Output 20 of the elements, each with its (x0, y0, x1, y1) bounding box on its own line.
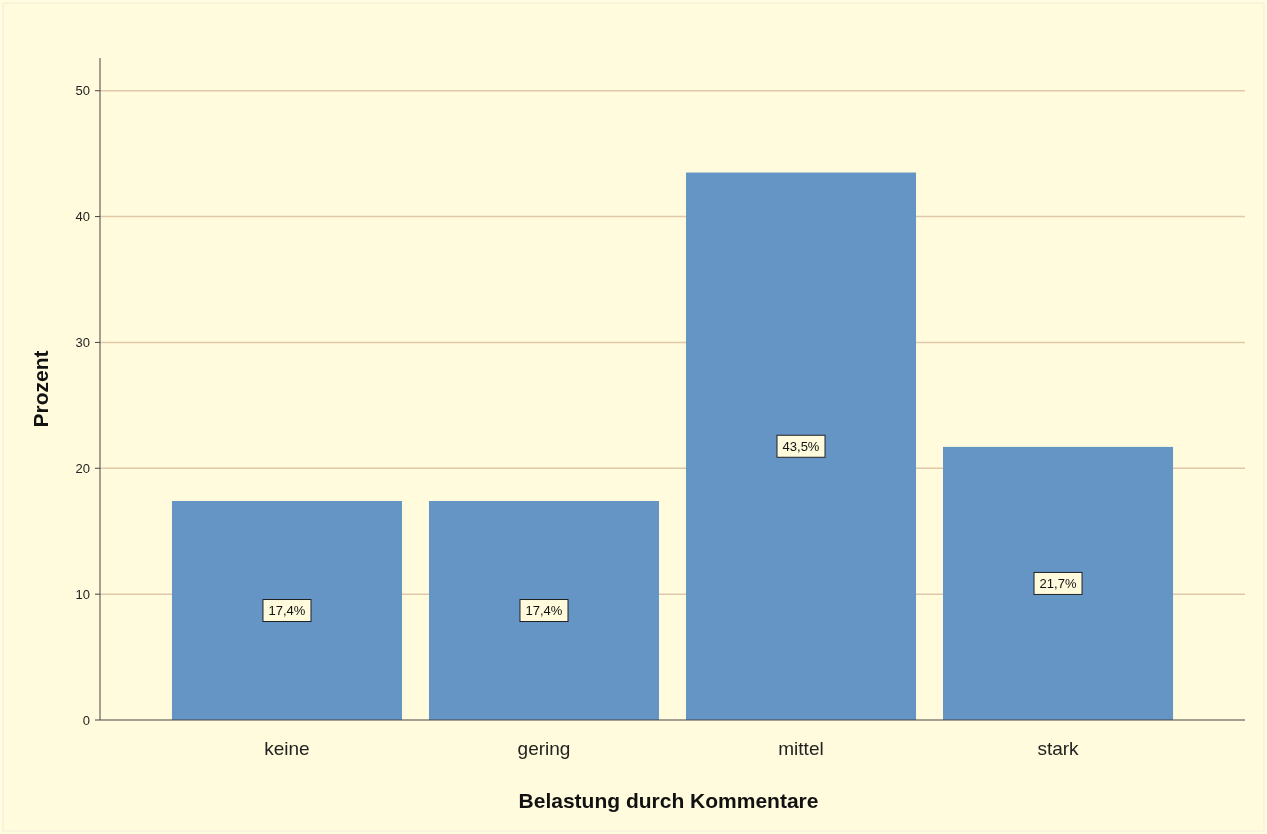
x-tick-label: mittel (778, 738, 824, 759)
bar (685, 172, 917, 720)
x-axis-title: Belastung durch Kommentare (518, 789, 819, 812)
data-label: 17,4% (525, 603, 563, 619)
data-label: 17,4% (268, 603, 306, 619)
data-label: 43,5% (782, 438, 820, 454)
bar (428, 501, 660, 720)
x-tick-label: gering (517, 738, 571, 759)
bar (171, 501, 402, 720)
y-tick-label: 30 (75, 334, 90, 350)
y-axis-title: Prozent (29, 350, 52, 428)
data-label: 21,7% (1039, 576, 1077, 591)
y-tick-label: 20 (75, 460, 90, 476)
x-tick-label: keine (264, 738, 310, 759)
x-tick-label: stark (1037, 738, 1080, 759)
y-tick-label: 0 (82, 712, 90, 728)
y-tick-label: 10 (75, 586, 90, 602)
y-tick-label: 50 (75, 83, 90, 99)
bar (943, 446, 1174, 720)
y-tick-label: 40 (75, 209, 90, 225)
